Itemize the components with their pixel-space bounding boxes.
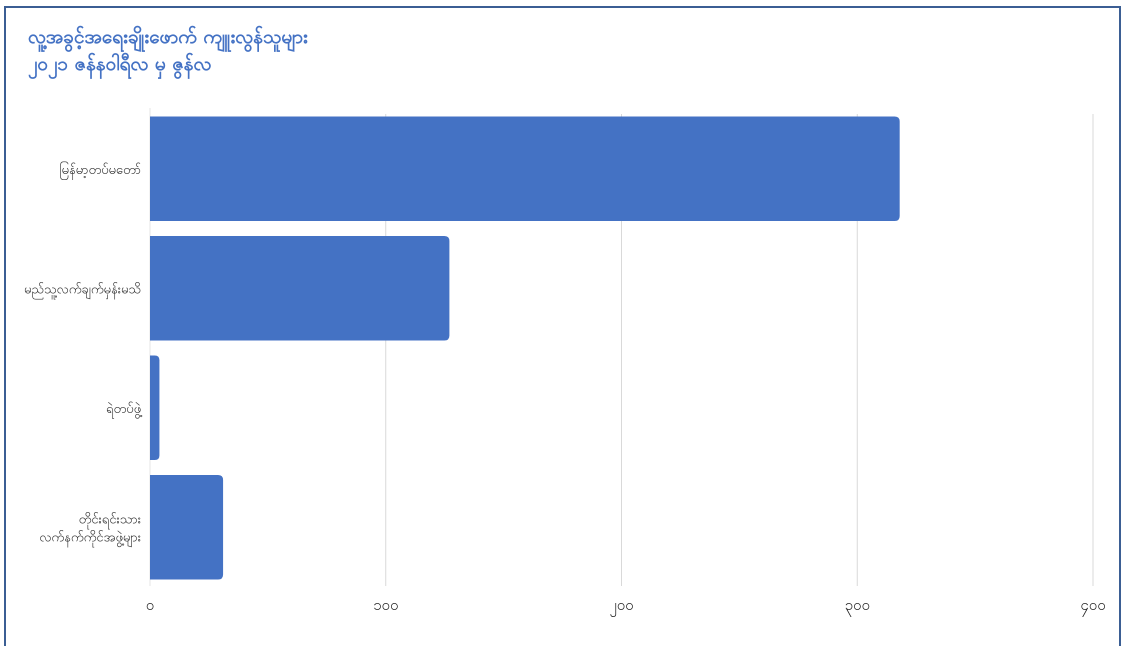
bar	[150, 475, 223, 580]
category-label: ရဲတပ်ဖွဲ့	[106, 401, 142, 419]
category-label: လက်နက်ကိုင်အဖွဲ့များ	[39, 529, 141, 547]
category-label: မြန်မာ့တပ်မတော်	[59, 161, 141, 180]
bar	[150, 355, 159, 460]
x-tick-labels: ၀ ၁၀၀ ၂၀၀ ၃၀၀ ၄၀၀	[146, 596, 1106, 617]
category-label: မည်သူ့လက်ချက်မှန်းမသိ	[24, 281, 141, 299]
x-tick-label: ၃၀၀	[845, 596, 870, 617]
bars	[150, 116, 900, 579]
x-tick-label: ၄၀၀	[1080, 596, 1105, 617]
x-tick-label: ၁၀၀	[373, 596, 398, 614]
bar	[150, 116, 900, 221]
category-label: တိုင်းရင်းသား	[79, 511, 141, 529]
x-tick-label: ၀	[146, 596, 154, 614]
bar-chart: မြန်မာ့တပ်မတော်မည်သူ့လက်ချက်မှန်းမသိရဲတပ…	[0, 0, 1127, 630]
bar	[150, 236, 449, 341]
category-labels: မြန်မာ့တပ်မတော်မည်သူ့လက်ချက်မှန်းမသိရဲတပ…	[24, 161, 142, 548]
x-tick-label: ၂၀၀	[609, 596, 633, 617]
